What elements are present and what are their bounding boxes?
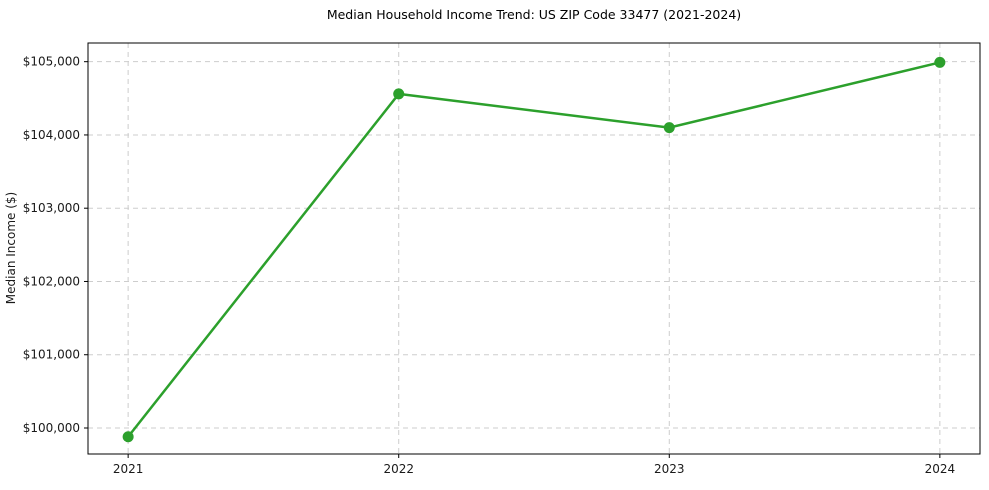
chart-title: Median Household Income Trend: US ZIP Co… [326,7,742,22]
data-line [126,61,942,439]
x-tick-label: 2021 [113,462,144,476]
data-point [122,431,134,443]
y-tick-label: $104,000 [23,128,80,142]
plot-border [87,42,981,455]
y-tick-label: $105,000 [23,55,80,69]
x-tick-label: 2022 [383,462,414,476]
data-point [663,122,675,134]
y-tick-label: $102,000 [23,274,80,288]
y-tick-label: $100,000 [23,421,80,435]
y-tick-label: $103,000 [23,201,80,215]
y-axis-label: Median Income ($) [4,192,18,304]
y-tick-label: $101,000 [23,348,80,362]
x-tick-label: 2024 [925,462,956,476]
chart-content: 2021 2022 2023 2024 $100,000 $101,000 $102,000… [23,42,981,476]
data-point [934,56,946,68]
data-point [393,88,405,100]
x-tick-label: 2023 [654,462,685,476]
